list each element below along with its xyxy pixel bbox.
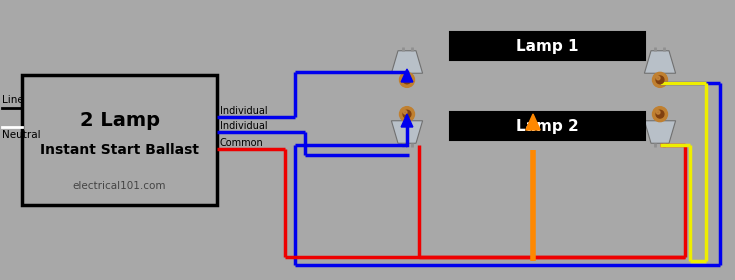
- Circle shape: [400, 107, 415, 122]
- Polygon shape: [401, 69, 413, 82]
- Circle shape: [656, 76, 660, 80]
- Text: Individual: Individual: [220, 121, 268, 131]
- Text: Neutral: Neutral: [2, 130, 40, 140]
- Circle shape: [653, 107, 667, 122]
- Circle shape: [400, 72, 415, 87]
- Text: Instant Start Ballast: Instant Start Ballast: [40, 143, 199, 157]
- Polygon shape: [392, 121, 423, 143]
- Text: electrical101.com: electrical101.com: [73, 181, 166, 191]
- Polygon shape: [401, 114, 413, 127]
- Text: Line: Line: [2, 95, 24, 104]
- Circle shape: [656, 110, 664, 118]
- FancyBboxPatch shape: [22, 75, 217, 205]
- Circle shape: [656, 111, 660, 114]
- Text: 2 Lamp: 2 Lamp: [79, 111, 159, 130]
- Text: Common: Common: [220, 138, 264, 148]
- FancyBboxPatch shape: [450, 112, 645, 140]
- Text: Lamp 2: Lamp 2: [516, 118, 579, 134]
- Text: Lamp 1: Lamp 1: [516, 39, 578, 53]
- FancyBboxPatch shape: [450, 32, 645, 60]
- Circle shape: [403, 76, 411, 84]
- Circle shape: [656, 76, 664, 84]
- Text: Individual: Individual: [220, 106, 268, 116]
- Polygon shape: [645, 121, 675, 143]
- Circle shape: [404, 111, 407, 114]
- Circle shape: [404, 76, 407, 80]
- Polygon shape: [645, 51, 675, 73]
- Circle shape: [403, 110, 411, 118]
- Circle shape: [653, 72, 667, 87]
- Polygon shape: [526, 114, 540, 130]
- Polygon shape: [392, 51, 423, 73]
